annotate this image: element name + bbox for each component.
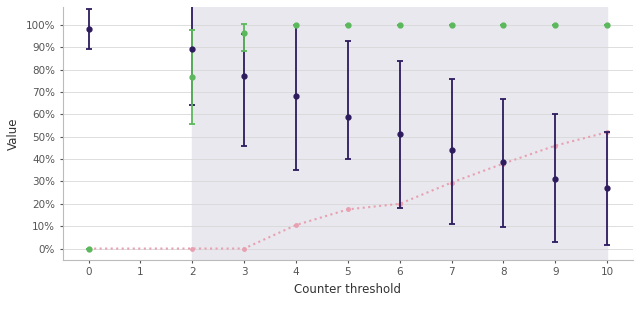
% Invalid CRPs: [84, 246, 92, 250]
X-axis label: Counter threshold: Counter threshold: [294, 283, 401, 296]
% Invalid CRPs: [604, 130, 611, 134]
% Invalid CRPs: [396, 202, 404, 206]
% Invalid CRPs: [500, 162, 508, 166]
Bar: [192, 7, 607, 260]
Y-axis label: Value: Value: [7, 117, 20, 150]
% Invalid CRPs: [552, 144, 559, 148]
% Invalid CRPs: [292, 223, 300, 227]
Line: % Invalid CRPs: % Invalid CRPs: [87, 131, 609, 250]
% Invalid CRPs: [448, 180, 456, 184]
% Invalid CRPs: [240, 246, 248, 250]
% Invalid CRPs: [188, 246, 196, 250]
% Invalid CRPs: [344, 207, 352, 211]
